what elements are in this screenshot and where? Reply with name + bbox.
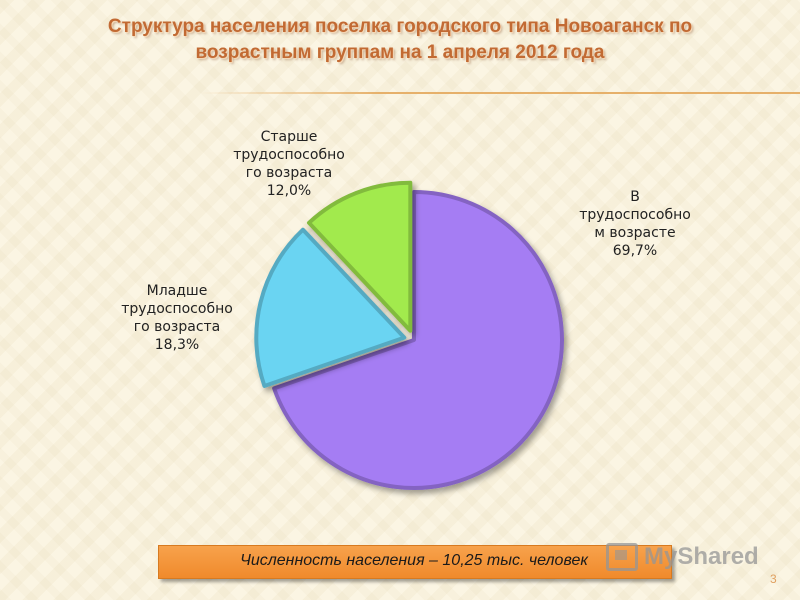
population-banner-text: Численность населения – 10,25 тыс. челов… (240, 552, 588, 569)
population-banner (158, 545, 672, 579)
slice-label-younger-line-3: го возраста (133, 319, 221, 335)
title-divider (200, 92, 800, 94)
slice-label-working-age-line-1: В (630, 189, 640, 205)
slice-label-younger-line-1: Младше (146, 283, 208, 299)
watermark-logo-icon (606, 543, 638, 571)
pie-slice-working-age (272, 190, 564, 490)
slice-label-older-line-2: трудоспособно (233, 147, 345, 163)
watermark: MyShared (606, 540, 759, 574)
slice-label-older-value: 12,0% (266, 183, 312, 199)
slide-title-line-1: Структура населения поселка городского т… (107, 16, 693, 37)
slice-label-working-age-line-2: трудоспособно (579, 207, 691, 223)
slice-label-younger-value: 18,3% (154, 337, 200, 353)
slide-title: Структура населения поселка городского т… (0, 14, 800, 66)
page-number: 3 (770, 572, 777, 586)
slice-label-younger: Младше трудоспособно го возраста 18,3% (102, 282, 252, 354)
slice-label-working-age-value: 69,7% (612, 243, 658, 259)
slice-label-older-line-3: го возраста (245, 165, 333, 181)
slice-label-older-line-1: Старше (260, 129, 318, 145)
watermark-text: MyShared (644, 543, 759, 570)
pie-slice-older (307, 180, 413, 333)
slice-label-younger-line-2: трудоспособно (121, 301, 233, 317)
slice-label-working-age-line-3: м возрасте (594, 225, 676, 241)
slice-label-working-age: В трудоспособно м возрасте 69,7% (560, 188, 710, 260)
slide-title-line-2: возрастным группам на 1 апреля 2012 года (195, 42, 605, 63)
pie-slice-younger (254, 227, 407, 388)
slice-label-older: Старше трудоспособно го возраста 12,0% (214, 128, 364, 200)
